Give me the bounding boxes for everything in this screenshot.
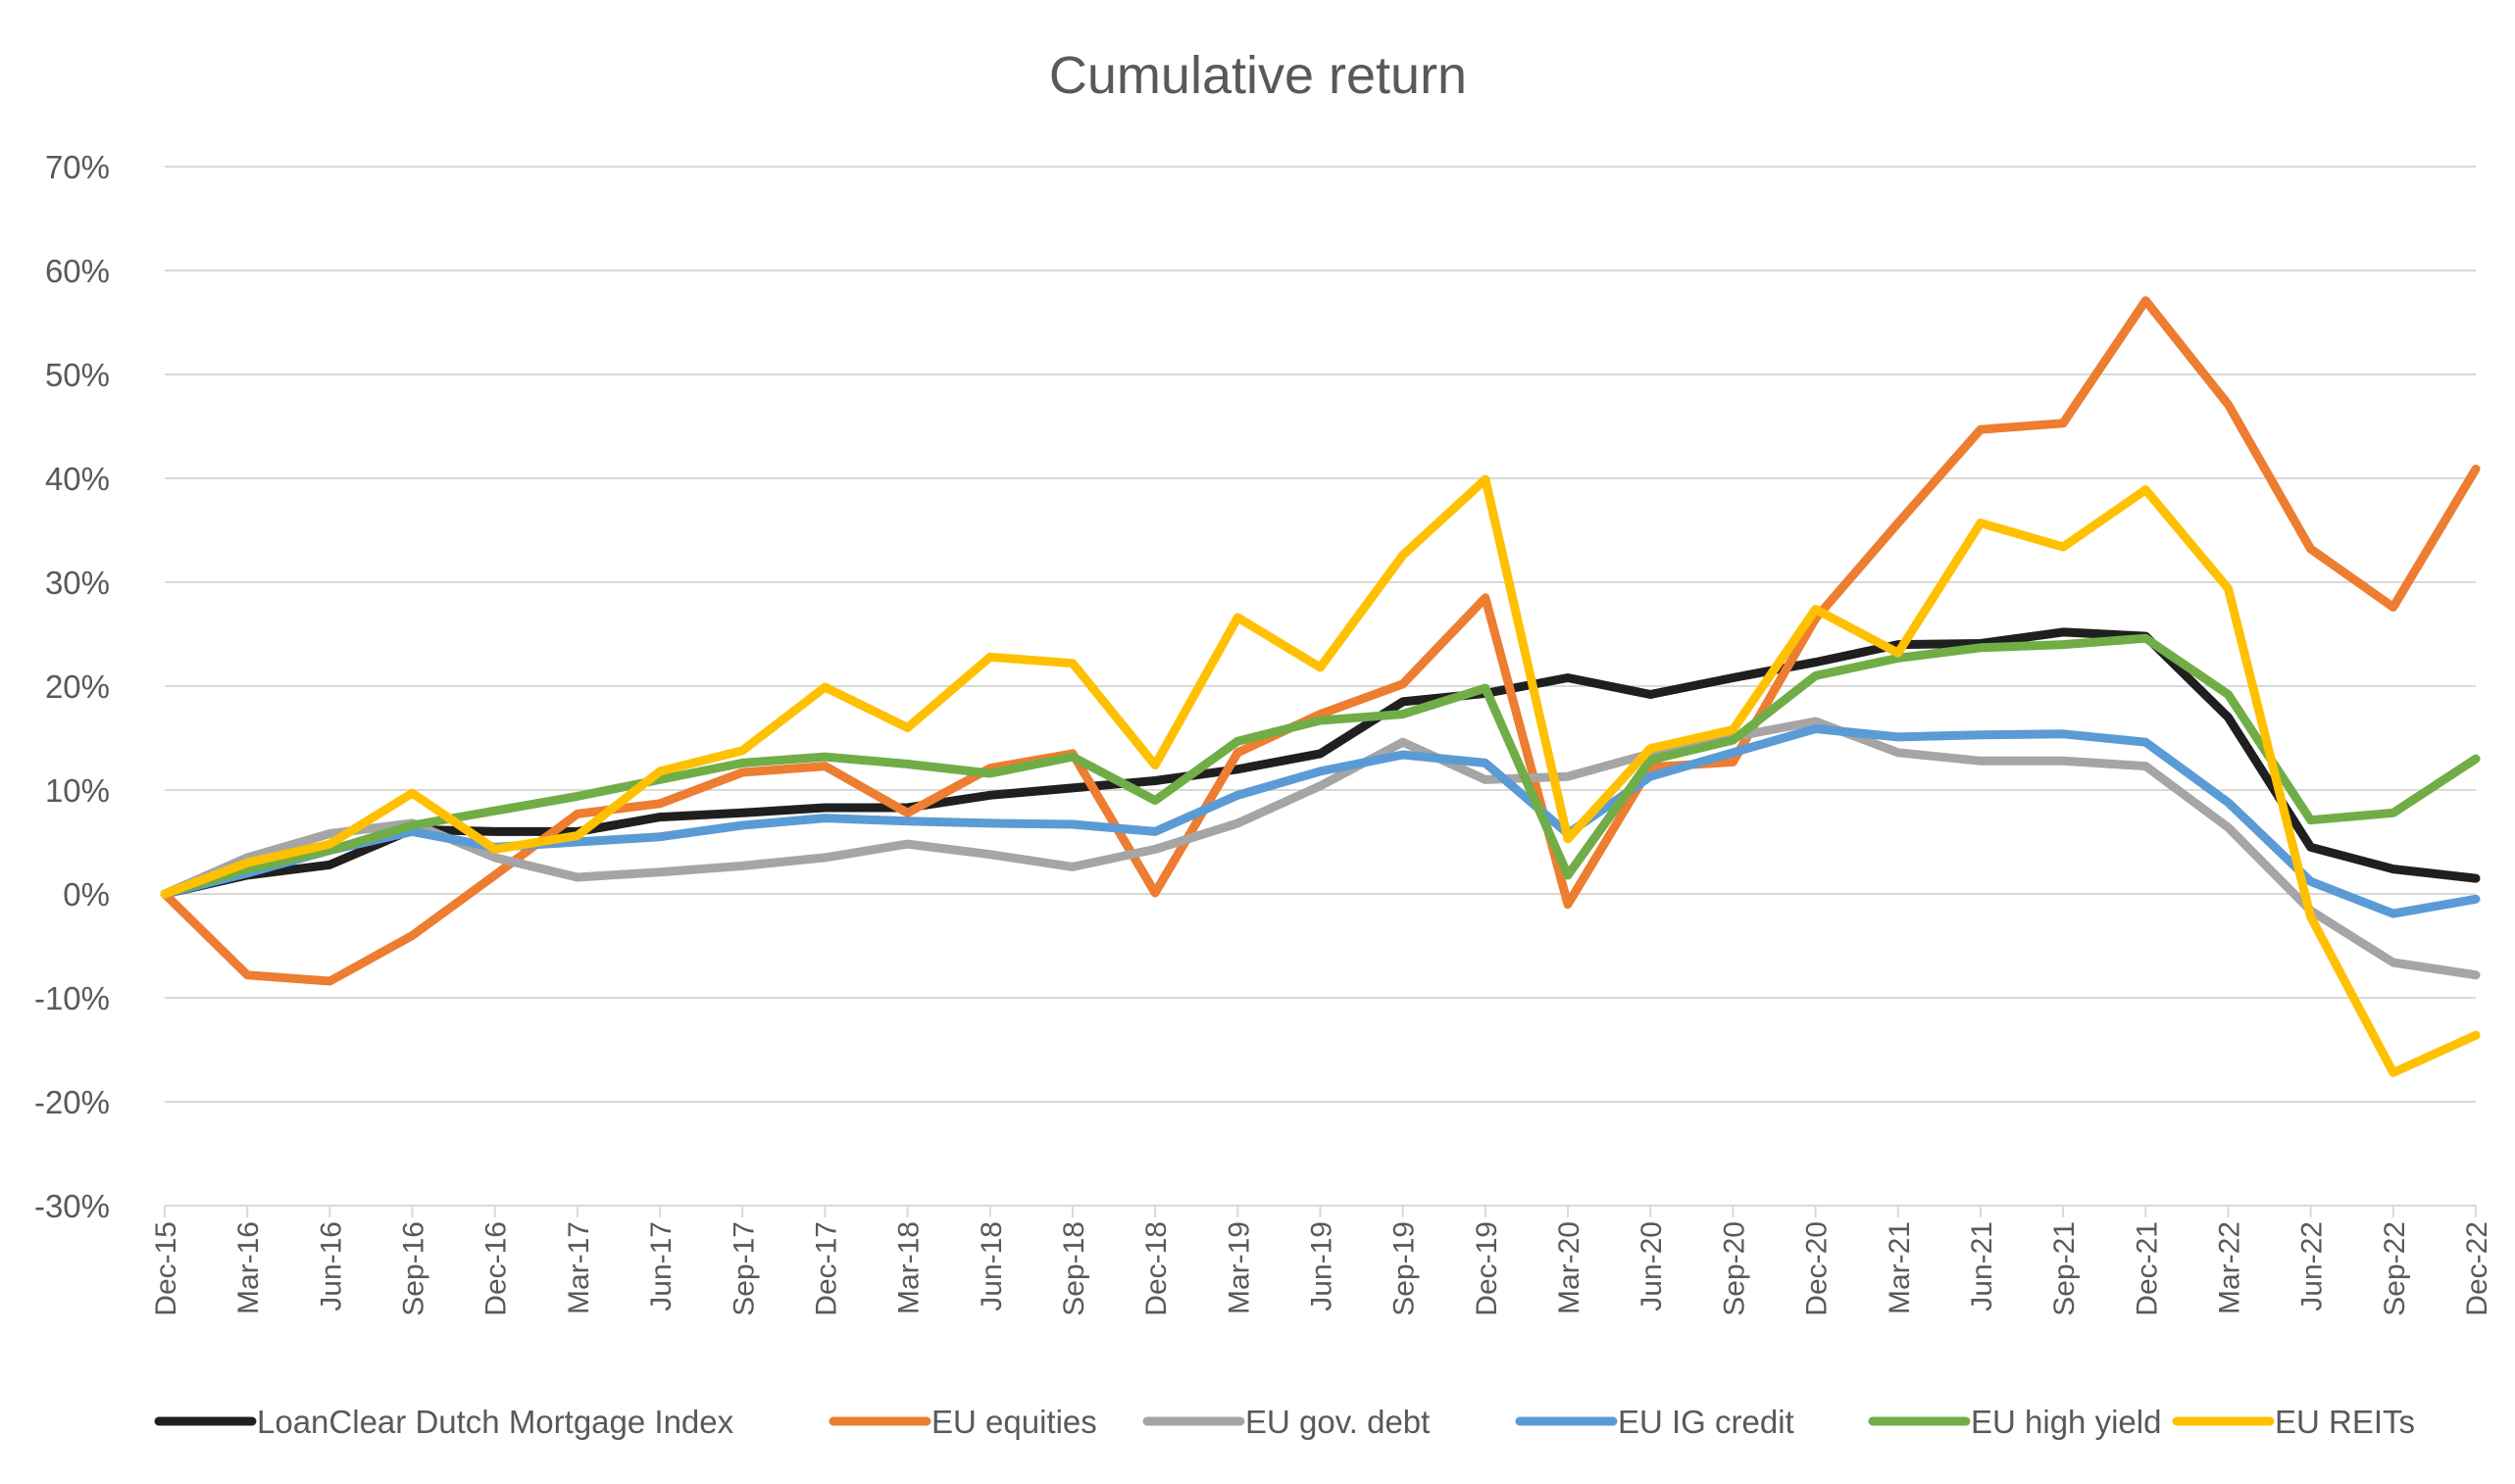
chart-title: Cumulative return xyxy=(1049,46,1467,105)
x-tick-label: Dec-15 xyxy=(150,1221,182,1316)
y-tick-label: -30% xyxy=(34,1188,110,1224)
x-tick-label: Dec-22 xyxy=(2461,1221,2493,1316)
legend-label: EU REITs xyxy=(2275,1404,2415,1440)
x-tick-label: Mar-17 xyxy=(563,1221,595,1314)
x-tick-label: Mar-16 xyxy=(232,1221,265,1314)
series-line-5 xyxy=(160,474,2481,1077)
legend-label: LoanClear Dutch Mortgage Index xyxy=(257,1404,734,1440)
x-tick-label: Dec-17 xyxy=(810,1221,842,1316)
x-tick-label: Mar-18 xyxy=(893,1221,926,1314)
legend-label: EU equities xyxy=(931,1404,1097,1440)
series-line-2 xyxy=(160,717,2481,980)
x-tick-label: Sep-22 xyxy=(2379,1221,2411,1316)
y-tick-label: -10% xyxy=(34,980,110,1016)
x-tick-label: Sep-19 xyxy=(1388,1221,1421,1316)
y-tick-label: 50% xyxy=(45,357,110,393)
x-tick-label: Dec-18 xyxy=(1140,1221,1173,1316)
x-tick-label: Dec-19 xyxy=(1471,1221,1503,1316)
x-tick-label: Jun-18 xyxy=(976,1221,1008,1311)
x-tick-label: Jun-21 xyxy=(1966,1221,1998,1311)
y-tick-label: -20% xyxy=(34,1084,110,1120)
x-axis: Dec-15 Mar-16 Jun-16 Sep-16 Dec-16 Mar-17 Jun-… xyxy=(150,1205,2493,1316)
series-line-4 xyxy=(160,633,2481,899)
x-tick-label: Jun-20 xyxy=(1635,1221,1668,1311)
legend-label: EU gov. debt xyxy=(1245,1404,1430,1440)
y-tick-label: 30% xyxy=(45,565,110,601)
series-line-1 xyxy=(160,296,2481,986)
x-tick-label: Mar-22 xyxy=(2213,1221,2245,1314)
y-tick-label: 20% xyxy=(45,668,110,705)
x-tick-label: Jun-19 xyxy=(1306,1221,1338,1311)
legend-label: EU high yield xyxy=(1971,1404,2161,1440)
x-tick-label: Dec-21 xyxy=(2131,1221,2163,1316)
y-tick-label: 70% xyxy=(45,149,110,185)
x-tick-label: Jun-22 xyxy=(2296,1221,2329,1311)
y-tick-label: 10% xyxy=(45,772,110,809)
x-tick-label: Dec-16 xyxy=(480,1221,513,1316)
x-tick-label: Sep-20 xyxy=(1718,1221,1750,1316)
y-tick-label: 40% xyxy=(45,461,110,497)
legend: LoanClear Dutch Mortgage Index EU equitie… xyxy=(154,1404,2415,1440)
y-tick-label: 0% xyxy=(63,876,110,913)
x-tick-label: Sep-17 xyxy=(728,1221,760,1316)
x-tick-label: Dec-20 xyxy=(1801,1221,1834,1316)
series-lines xyxy=(160,296,2481,1077)
x-tick-label: Sep-18 xyxy=(1058,1221,1090,1316)
x-tick-label: Sep-21 xyxy=(2048,1221,2081,1316)
legend-label: EU IG credit xyxy=(1618,1404,1794,1440)
x-tick-label: Sep-16 xyxy=(398,1221,430,1316)
y-tick-label: 60% xyxy=(45,253,110,289)
x-tick-label: Jun-16 xyxy=(315,1221,347,1311)
x-tick-label: Jun-17 xyxy=(645,1221,678,1311)
x-tick-label: Mar-21 xyxy=(1884,1221,1916,1314)
y-axis-ticks: 70% 60% 50% 40% 30% 20% 10% 0% -10% -20% -30% xyxy=(34,149,110,1224)
x-tick-label: Mar-20 xyxy=(1553,1221,1585,1314)
x-tick-label: Mar-19 xyxy=(1223,1221,1255,1314)
